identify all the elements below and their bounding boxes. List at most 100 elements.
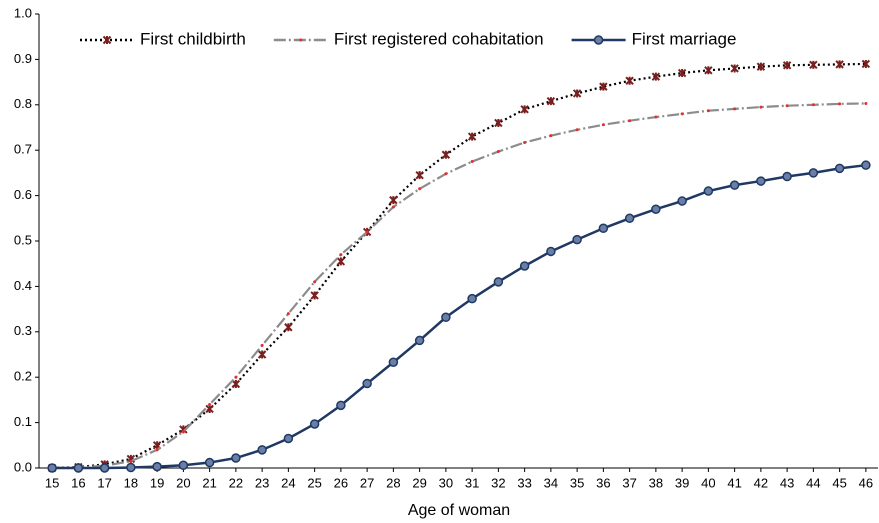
- marker: [703, 186, 714, 196]
- x-tick-label: 26: [334, 475, 348, 490]
- marker: [47, 463, 57, 473]
- marker: [336, 257, 346, 266]
- x-tick-label: 24: [281, 475, 295, 490]
- x-tick-label: 43: [780, 475, 794, 490]
- marker: [391, 205, 395, 209]
- marker: [575, 128, 579, 132]
- y-tick-label: 0.4: [14, 278, 32, 293]
- x-tick-label: 18: [124, 475, 138, 490]
- marker: [519, 261, 530, 271]
- marker: [152, 461, 162, 472]
- marker: [365, 230, 369, 234]
- series-line: [52, 62, 866, 470]
- x-tick-label: 19: [150, 475, 164, 490]
- marker: [523, 140, 527, 144]
- marker: [729, 180, 740, 190]
- marker: [470, 160, 474, 164]
- y-tick-label: 0.1: [14, 414, 32, 429]
- marker: [782, 61, 792, 70]
- x-tick-label: 20: [176, 475, 190, 490]
- marker: [441, 150, 451, 159]
- x-tick-label: 46: [859, 475, 873, 490]
- marker: [234, 375, 238, 379]
- marker: [546, 96, 556, 106]
- marker: [808, 168, 819, 178]
- marker: [628, 119, 632, 123]
- x-tick-label: 40: [701, 475, 715, 490]
- marker: [362, 378, 372, 389]
- series-line: [52, 102, 866, 470]
- y-tick-label: 0.6: [14, 187, 32, 202]
- marker: [418, 187, 422, 191]
- marker: [494, 118, 503, 128]
- marker: [782, 171, 792, 182]
- x-tick-label: 23: [255, 475, 269, 490]
- marker: [257, 445, 267, 455]
- marker: [493, 277, 504, 287]
- marker: [126, 462, 136, 473]
- marker: [284, 323, 293, 332]
- x-tick-label: 16: [71, 475, 85, 490]
- marker: [467, 293, 477, 304]
- marker: [155, 448, 159, 452]
- y-tick-label: 0.9: [14, 51, 32, 66]
- marker: [309, 419, 320, 429]
- y-tick-label: 1.0: [14, 5, 32, 20]
- marker: [835, 60, 844, 69]
- y-tick-label: 0.8: [14, 96, 32, 111]
- marker: [733, 107, 737, 111]
- marker: [601, 123, 605, 127]
- marker: [549, 134, 553, 138]
- x-tick-label: 27: [360, 475, 374, 490]
- marker: [677, 68, 687, 78]
- legend: First childbirth First registered cohabit…: [80, 29, 736, 48]
- x-axis-title: Age of woman: [408, 502, 510, 519]
- x-tick-label: 21: [202, 475, 216, 490]
- marker: [389, 195, 398, 205]
- x-tick-label: 17: [97, 475, 111, 490]
- marker: [625, 76, 634, 85]
- y-tick-label: 0.5: [14, 232, 32, 247]
- x-tick-label: 41: [727, 475, 741, 490]
- y-tick-label: 0.0: [14, 459, 32, 474]
- marker: [310, 291, 319, 300]
- x-tick-label: 37: [622, 475, 636, 490]
- marker: [231, 453, 241, 463]
- marker: [759, 105, 763, 109]
- marker: [205, 404, 214, 414]
- marker: [260, 343, 264, 347]
- marker: [704, 66, 713, 75]
- marker: [809, 60, 818, 70]
- marker: [283, 433, 294, 444]
- legend-item: First registered cohabitation: [273, 29, 544, 48]
- x-tick-label: 34: [544, 475, 558, 490]
- legend-item: First marriage: [571, 29, 736, 48]
- marker: [339, 253, 343, 257]
- y-tick-label: 0.7: [14, 142, 32, 157]
- x-tick-label: 45: [832, 475, 846, 490]
- marker: [102, 35, 112, 45]
- x-tick-label: 44: [806, 475, 820, 490]
- marker: [861, 160, 871, 170]
- x-tick-label: 25: [307, 475, 321, 490]
- marker: [730, 64, 739, 73]
- marker: [651, 204, 661, 214]
- marker: [415, 170, 424, 180]
- marker: [181, 430, 185, 434]
- marker: [624, 213, 635, 224]
- x-tick-label: 33: [517, 475, 531, 490]
- x-tick-label: 39: [675, 475, 689, 490]
- marker: [861, 59, 871, 69]
- x-tick-label: 42: [754, 475, 768, 490]
- marker: [520, 105, 529, 114]
- marker: [129, 459, 133, 463]
- marker: [286, 312, 290, 316]
- marker: [651, 72, 661, 81]
- marker: [572, 89, 582, 98]
- marker: [654, 115, 658, 119]
- series-line: [52, 163, 867, 470]
- marker: [599, 82, 608, 91]
- marker: [313, 280, 317, 284]
- y-tick-label: 0.2: [14, 369, 32, 384]
- x-tick-label: 35: [570, 475, 584, 490]
